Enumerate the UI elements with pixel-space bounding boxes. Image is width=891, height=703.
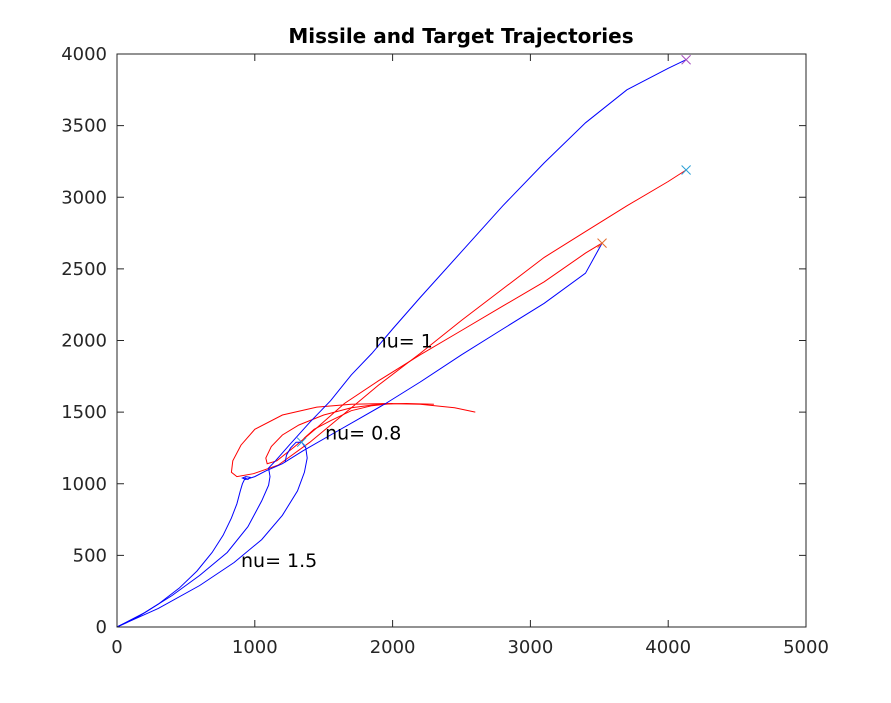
annotation-layer: nu= 1 nu= 0.8 nu= 1.5 — [241, 331, 433, 572]
y-tick-label: 2500 — [61, 259, 107, 280]
series-line-3 — [301, 403, 393, 443]
end-marker-1 — [681, 54, 691, 65]
series-line-6 — [116, 441, 308, 628]
y-tick-label: 3000 — [61, 187, 107, 208]
y-tick-label: 1000 — [61, 474, 107, 495]
axes-box — [116, 53, 807, 628]
axes-layer: 0 1000 2000 3000 4000 5000 0 500 1000 1500 2000 250… — [61, 44, 829, 658]
chart-title: Missile and Target Trajectories — [288, 24, 633, 48]
end-marker-4 — [296, 437, 307, 448]
y-tick-label: 1500 — [61, 402, 107, 423]
series-line-1 — [230, 169, 687, 478]
annotation-label-2: nu= 0.8 — [325, 422, 401, 444]
series-line-4 — [116, 242, 603, 628]
annotation-label-1: nu= 1 — [375, 331, 433, 353]
end-marker-2 — [681, 165, 691, 175]
x-tick-label: 1000 — [232, 637, 278, 658]
y-tick-label: 3500 — [61, 116, 107, 137]
annotation-label-3: nu= 1.5 — [241, 550, 317, 572]
x-tick-label: 3000 — [507, 637, 553, 658]
x-tick-label: 5000 — [783, 637, 829, 658]
x-tick-label: 0 — [111, 637, 122, 658]
series-layer — [116, 59, 687, 628]
marker-layer — [296, 54, 691, 448]
x-tick-label: 4000 — [645, 637, 691, 658]
y-tick-label: 2000 — [61, 331, 107, 352]
y-tick-label: 0 — [96, 617, 107, 638]
x-tick-label: 2000 — [370, 637, 416, 658]
y-tick-label: 500 — [73, 545, 107, 566]
series-line-2 — [265, 242, 603, 465]
y-tick-label: 4000 — [61, 44, 107, 65]
end-marker-3 — [597, 238, 607, 248]
series-line-5 — [116, 59, 687, 628]
